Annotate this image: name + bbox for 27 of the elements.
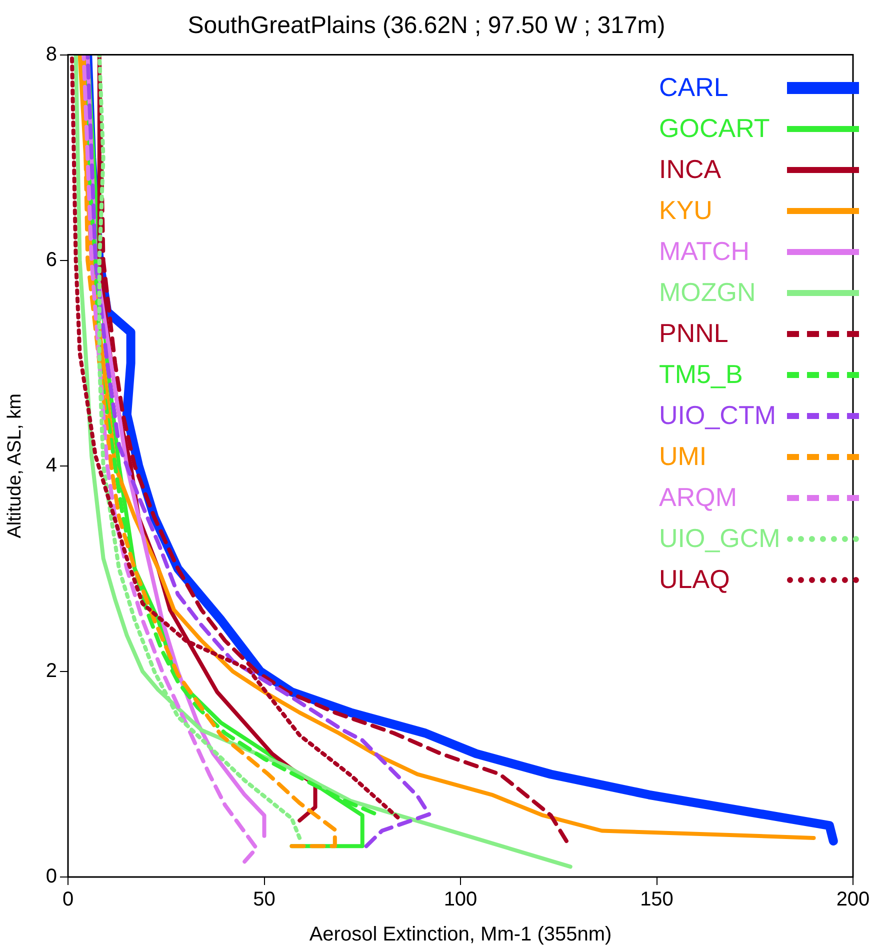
legend-label: MATCH [659, 236, 750, 267]
y-tick-label: 6 [46, 248, 57, 271]
chart-title: SouthGreatPlains (36.62N ; 97.50 W ; 317m) [188, 12, 666, 40]
text: UMI [659, 441, 707, 472]
y-tick-label: 0 [46, 866, 57, 888]
legend-label: PNNL [659, 318, 728, 349]
x-tick-label: 100 [444, 888, 478, 911]
x-tick-label: 200 [836, 888, 870, 911]
legend-label: GOCART [659, 113, 770, 144]
legend-label: CARL [659, 72, 728, 103]
x-tick-label: 0 [62, 888, 74, 911]
legend-label: TM5_B [659, 359, 743, 390]
text: INCA [659, 154, 722, 185]
y-axis-title: Altitude, ASL, km [4, 394, 26, 538]
legend-label: MOZGN [659, 277, 756, 308]
y-tick-label: 8 [46, 43, 57, 66]
legend-label: ARQM [659, 482, 737, 513]
x-axis-title: Aerosol Extinction, Mm-1 (355nm) [309, 924, 612, 946]
legend-label: ULAQ [659, 564, 730, 595]
y-tick-label: 2 [46, 660, 57, 682]
legend-label: UIO_CTM [659, 400, 776, 431]
text: KYU [659, 195, 712, 226]
x-tick-label: 150 [640, 888, 674, 911]
legend-label: UIO_GCM [659, 523, 780, 554]
y-tick-label: 4 [46, 454, 57, 476]
x-tick-label: 50 [253, 888, 276, 911]
line-series [86, 54, 432, 848]
